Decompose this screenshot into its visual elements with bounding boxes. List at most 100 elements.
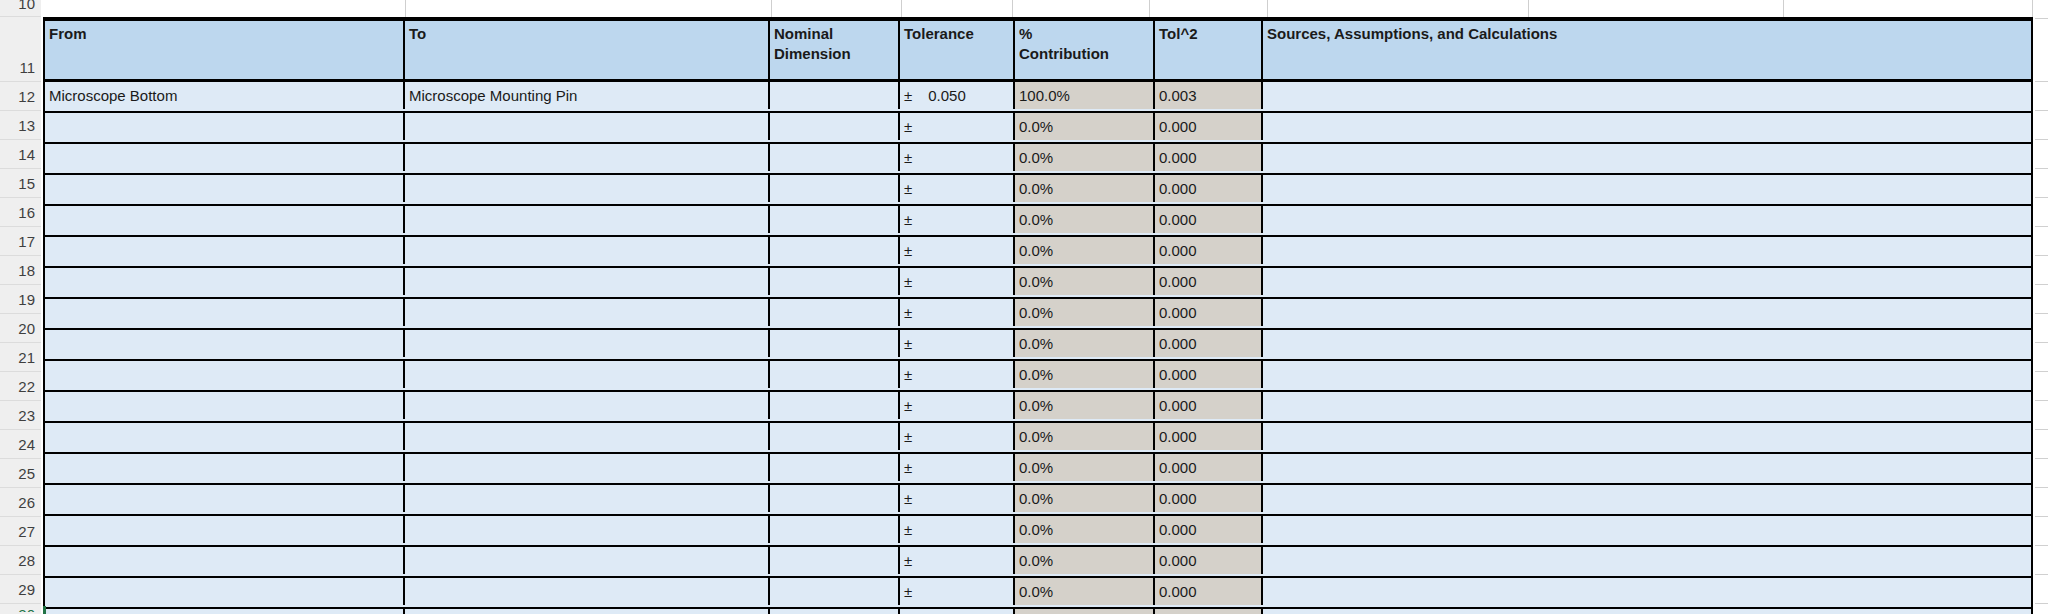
cell-from[interactable]: Microscope Bottom [45,82,405,109]
cell-from[interactable] [45,423,405,450]
cell-pct-contribution[interactable]: 0.0% [1015,237,1155,264]
cell-from[interactable] [45,485,405,512]
cell-pct-contribution[interactable]: 0.0% [1015,392,1155,419]
cell-to[interactable] [405,609,770,614]
row-header-21[interactable]: 21 [0,343,41,372]
row-header-14[interactable]: 14 [0,140,41,169]
cell-to[interactable] [405,237,770,264]
cell-nominal-dimension[interactable] [770,113,900,140]
cell-pct-contribution[interactable]: 0.0% [1015,547,1155,574]
cell-pct-contribution[interactable]: 0.0% [1015,330,1155,357]
cell-pct-contribution[interactable]: 0.0% [1015,578,1155,605]
cell-to[interactable] [405,547,770,574]
cell-sources[interactable] [1263,113,2031,140]
cell-tol-squared[interactable]: 0.000 [1155,516,1263,543]
cell-from[interactable] [45,547,405,574]
cell-from[interactable] [45,299,405,326]
cell-tolerance[interactable]: ± [900,175,1015,202]
cell-tolerance[interactable]: ± [900,423,1015,450]
cell-nominal-dimension[interactable] [770,330,900,357]
cell-nominal-dimension[interactable] [770,82,900,109]
cell-nominal-dimension[interactable] [770,144,900,171]
cell-tol-squared[interactable]: 0.000 [1155,547,1263,574]
cell-nominal-dimension[interactable] [770,547,900,574]
cell-sources[interactable] [1263,547,2031,574]
cell-to[interactable] [405,330,770,357]
cell-from[interactable] [45,609,405,614]
cell-from[interactable] [45,578,405,605]
cell-nominal-dimension[interactable] [770,454,900,481]
cell-from[interactable] [45,144,405,171]
row-header-20[interactable]: 20 [0,314,41,343]
cell-to[interactable] [405,144,770,171]
cell-tol-squared[interactable]: 0.000 [1155,392,1263,419]
cell-to[interactable] [405,392,770,419]
cell-sources[interactable] [1263,268,2031,295]
cell-sources[interactable] [1263,206,2031,233]
cell-tol-squared[interactable]: 0.000 [1155,299,1263,326]
cell-to[interactable] [405,578,770,605]
row-header-27[interactable]: 27 [0,517,41,546]
cell-tol-squared[interactable]: 0.000 [1155,361,1263,388]
column-header-nominal-dimension[interactable]: Nominal Dimension [770,21,900,79]
cell-tol-squared[interactable]: 0.000 [1155,485,1263,512]
row-header-11[interactable]: 11 [0,17,41,82]
cell-sources[interactable] [1263,423,2031,450]
cell-from[interactable] [45,392,405,419]
cell-sources[interactable] [1263,237,2031,264]
cell-tol-squared[interactable]: 0.000 [1155,423,1263,450]
cell-pct-contribution[interactable]: 0.0% [1015,609,1155,614]
cell-to[interactable] [405,454,770,481]
cell-tolerance[interactable]: ± [900,547,1015,574]
cell-from[interactable] [45,175,405,202]
cell-nominal-dimension[interactable] [770,578,900,605]
row-header-25[interactable]: 25 [0,459,41,488]
cell-tolerance[interactable]: ± [900,299,1015,326]
cell-pct-contribution[interactable]: 0.0% [1015,516,1155,543]
cell-to[interactable] [405,268,770,295]
cell-tol-squared[interactable]: 0.000 [1155,330,1263,357]
column-header-sources[interactable]: Sources, Assumptions, and Calculations [1263,21,2031,79]
cell-to[interactable] [405,299,770,326]
row-header-26[interactable]: 26 [0,488,41,517]
cell-from[interactable] [45,268,405,295]
cell-pct-contribution[interactable]: 100.0% [1015,82,1155,109]
cell-pct-contribution[interactable]: 0.0% [1015,299,1155,326]
cell-nominal-dimension[interactable] [770,268,900,295]
row-header-12[interactable]: 12 [0,82,41,111]
cell-nominal-dimension[interactable] [770,392,900,419]
cell-tolerance[interactable]: ± [900,454,1015,481]
cell-tol-squared[interactable]: 0.000 [1155,113,1263,140]
cell-tol-squared[interactable]: 0.000 [1155,175,1263,202]
column-header-tol-squared[interactable]: Tol^2 [1155,21,1263,79]
cell-tolerance[interactable]: ± [900,578,1015,605]
cell-sources[interactable] [1263,609,2031,614]
cell-tol-squared[interactable]: 0.000 [1155,144,1263,171]
cell-sources[interactable] [1263,392,2031,419]
cell-pct-contribution[interactable]: 0.0% [1015,144,1155,171]
cell-nominal-dimension[interactable] [770,237,900,264]
cell-sources[interactable] [1263,144,2031,171]
cell-tolerance[interactable]: ± [900,237,1015,264]
cell-to[interactable] [405,516,770,543]
cell-to[interactable] [405,485,770,512]
cell-nominal-dimension[interactable] [770,516,900,543]
cell-nominal-dimension[interactable] [770,361,900,388]
cell-tol-squared[interactable]: 0.000 [1155,268,1263,295]
cell-sources[interactable] [1263,361,2031,388]
row-header-19[interactable]: 19 [0,285,41,314]
row-header-10[interactable]: 10 [0,0,41,17]
row-header-24[interactable]: 24 [0,430,41,459]
column-header-to[interactable]: To [405,21,770,79]
row-header-16[interactable]: 16 [0,198,41,227]
cell-tolerance[interactable]: ± [900,516,1015,543]
cell-pct-contribution[interactable]: 0.0% [1015,268,1155,295]
cell-pct-contribution[interactable]: 0.0% [1015,206,1155,233]
cell-pct-contribution[interactable]: 0.0% [1015,454,1155,481]
cell-sources[interactable] [1263,175,2031,202]
cell-tol-squared[interactable]: 0.000 [1155,206,1263,233]
cell-to[interactable] [405,175,770,202]
cell-pct-contribution[interactable]: 0.0% [1015,175,1155,202]
cell-tolerance[interactable]: ± [900,485,1015,512]
cell-pct-contribution[interactable]: 0.0% [1015,485,1155,512]
